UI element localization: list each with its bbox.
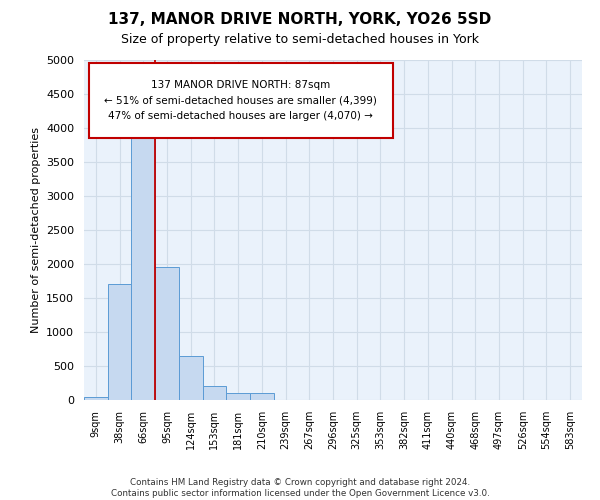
Bar [179, 356, 203, 400]
Bar [203, 386, 226, 400]
Text: Contains HM Land Registry data © Crown copyright and database right 2024.
Contai: Contains HM Land Registry data © Crown c… [110, 478, 490, 498]
Text: Size of property relative to semi-detached houses in York: Size of property relative to semi-detach… [121, 32, 479, 46]
Bar [131, 124, 155, 400]
Bar [226, 393, 250, 400]
Text: 137 MANOR DRIVE NORTH: 87sqm
← 51% of semi-detached houses are smaller (4,399)
4: 137 MANOR DRIVE NORTH: 87sqm ← 51% of se… [104, 80, 377, 122]
Y-axis label: Number of semi-detached properties: Number of semi-detached properties [31, 127, 41, 333]
Bar [84, 396, 108, 400]
Text: 137, MANOR DRIVE NORTH, YORK, YO26 5SD: 137, MANOR DRIVE NORTH, YORK, YO26 5SD [109, 12, 491, 28]
Bar [108, 284, 131, 400]
Bar [155, 268, 179, 400]
Bar [250, 393, 274, 400]
FancyBboxPatch shape [89, 64, 393, 138]
